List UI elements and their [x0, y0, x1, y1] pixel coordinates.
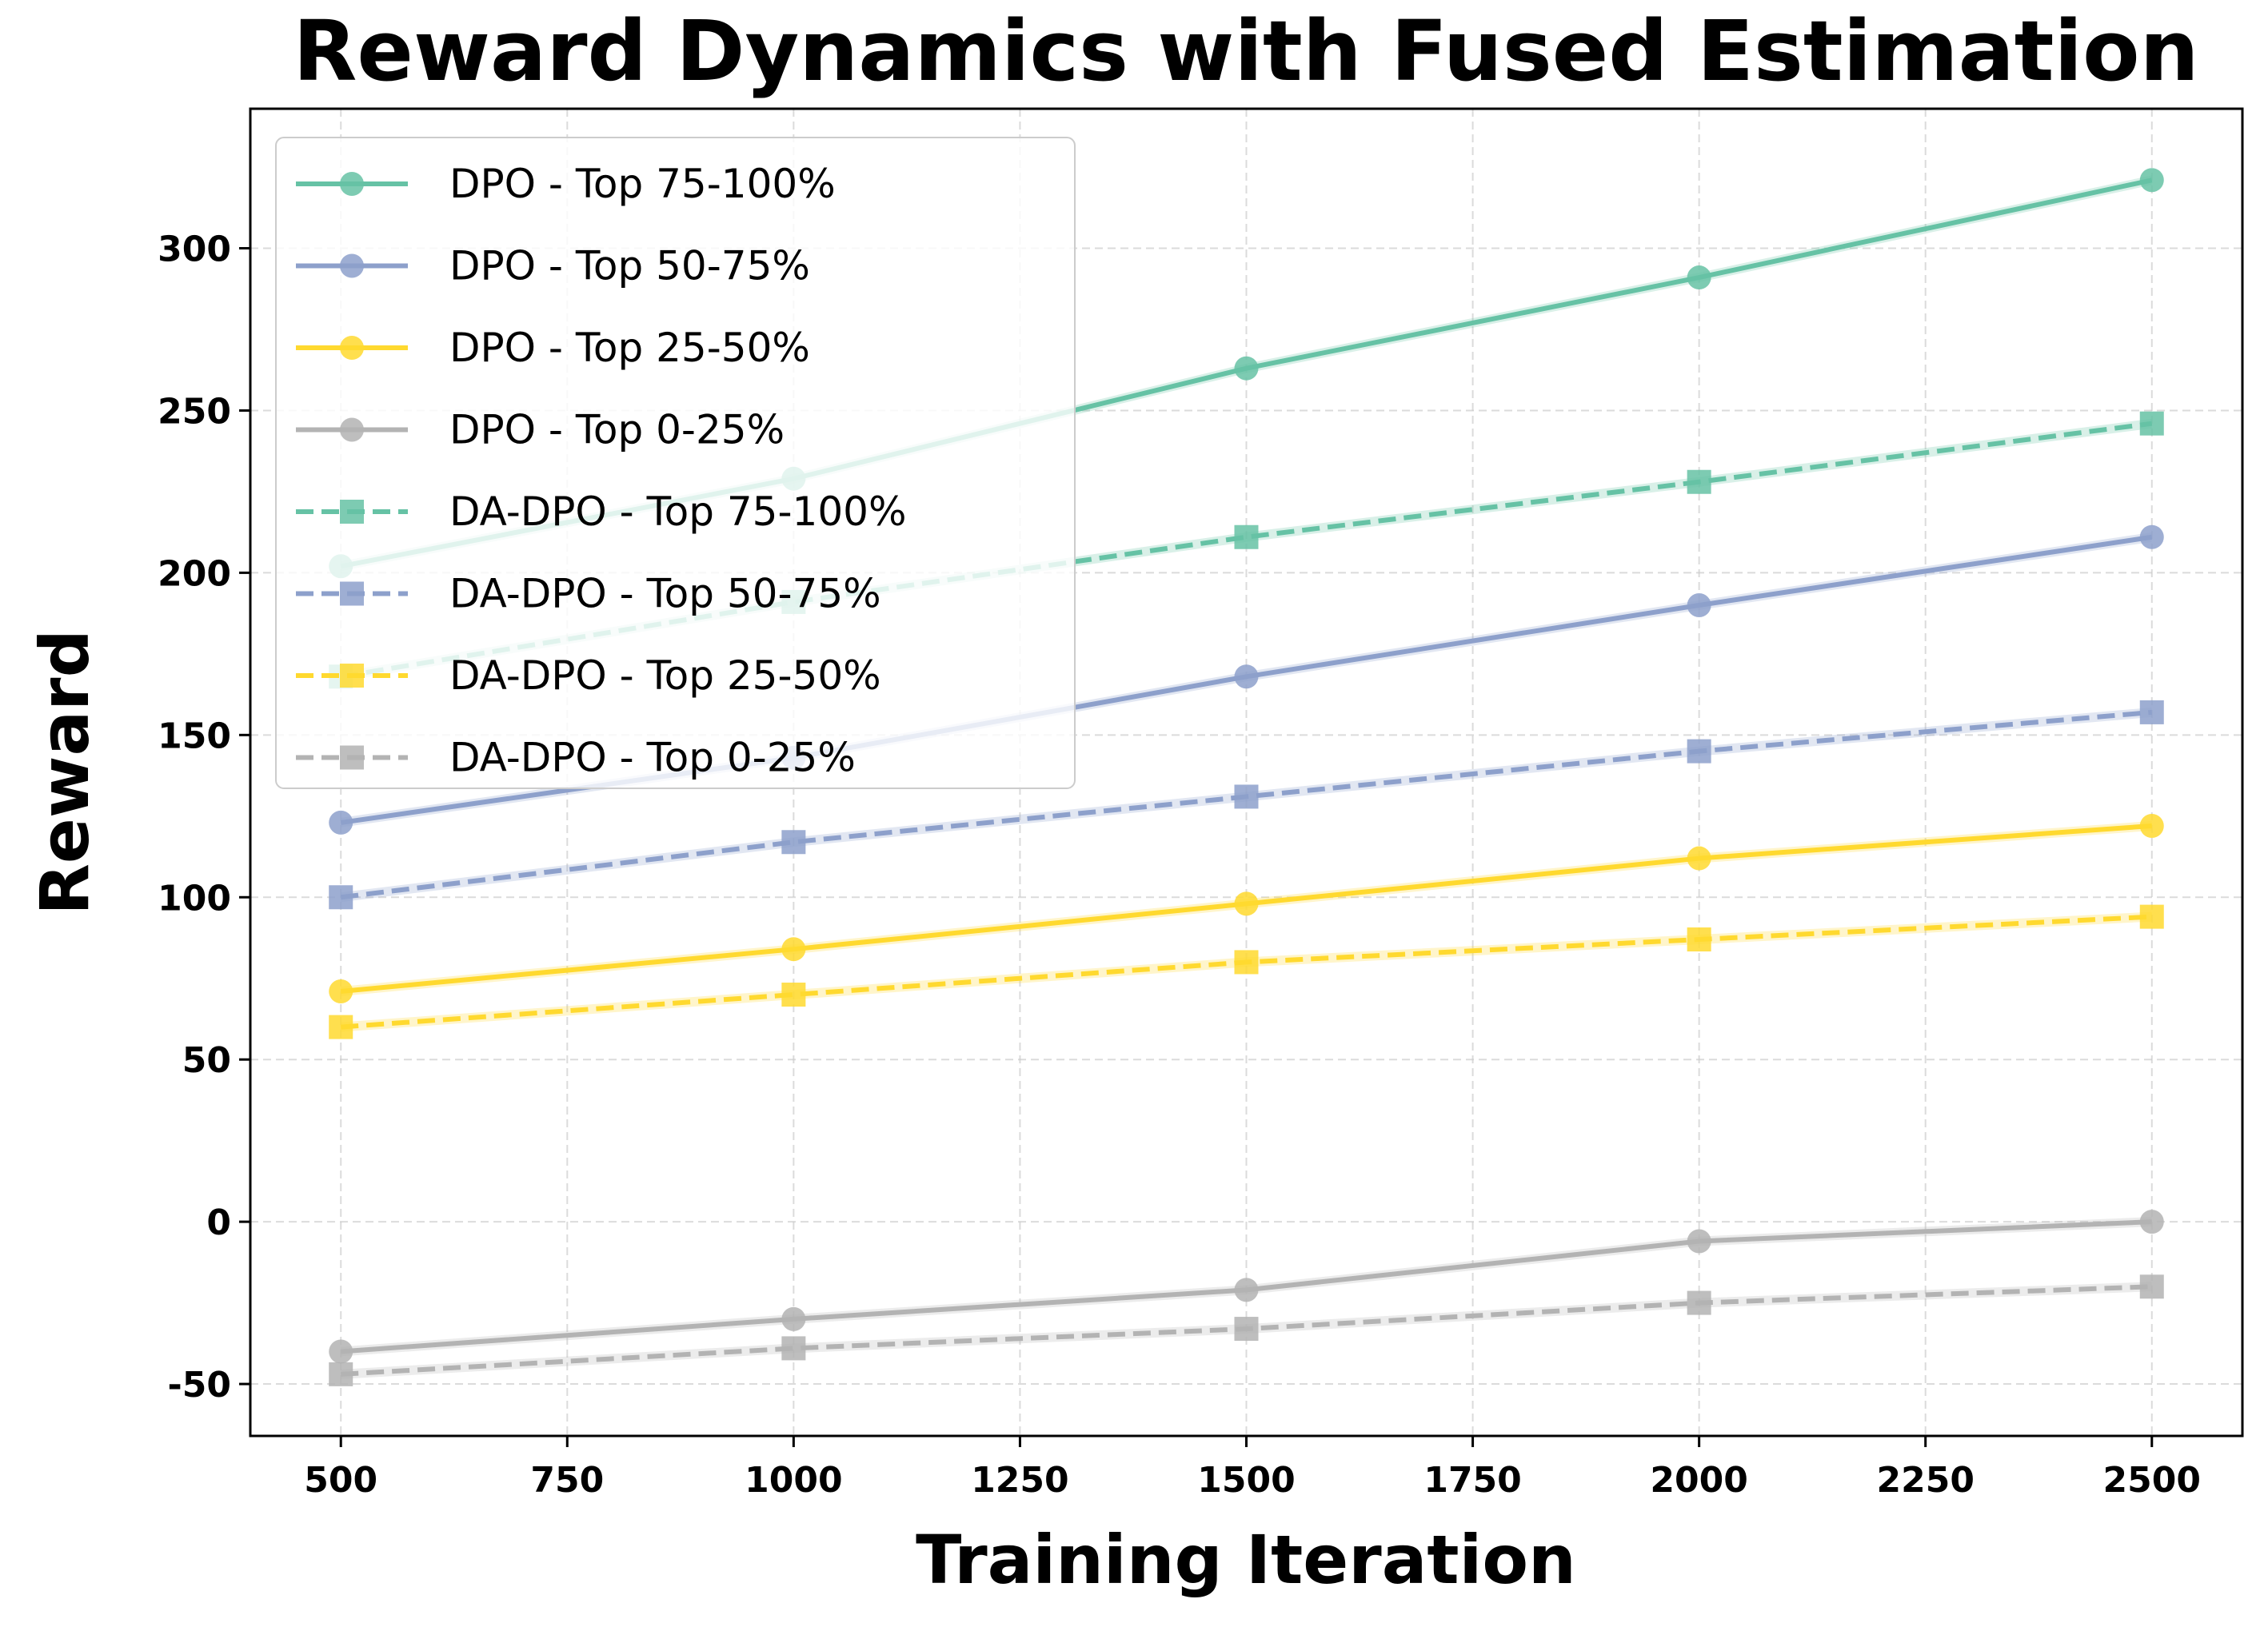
data-point [340, 172, 364, 196]
y-tick-label: 300 [158, 229, 231, 270]
data-point [1687, 927, 1711, 952]
data-point [1234, 784, 1259, 809]
data-point [2139, 904, 2164, 929]
data-point [1687, 265, 1711, 290]
y-tick-label: 100 [158, 878, 231, 919]
data-point [340, 581, 364, 606]
legend-label: DA-DPO - Top 75-100% [449, 488, 906, 535]
x-tick-label: 750 [530, 1460, 604, 1501]
data-point [329, 810, 353, 835]
data-point [2139, 1210, 2164, 1234]
data-point [2139, 168, 2164, 193]
y-axis-label: Reward [26, 629, 104, 915]
series-dpo-top-0-25- [329, 1210, 2164, 1364]
data-point [1687, 592, 1711, 617]
data-point [1234, 950, 1259, 975]
x-tick-label: 1250 [971, 1460, 1068, 1501]
y-tick-label: 150 [158, 716, 231, 756]
legend: DPO - Top 75-100% DPO - Top 50-75% DPO - T… [275, 137, 1076, 789]
data-point [2139, 411, 2164, 436]
data-point [781, 937, 806, 962]
data-point [1687, 739, 1711, 764]
legend-label: DA-DPO - Top 50-75% [449, 571, 881, 617]
x-tick-label: 2500 [2103, 1460, 2201, 1501]
data-point [1234, 664, 1259, 689]
data-point [340, 253, 364, 278]
x-tick-label: 1000 [745, 1460, 842, 1501]
legend-box [275, 137, 1076, 789]
y-tick-label: 0 [206, 1202, 231, 1243]
y-tick-label: 250 [158, 391, 231, 432]
legend-label: DPO - Top 0-25% [449, 407, 785, 453]
data-point [1687, 846, 1711, 871]
x-tick-label: 1750 [1423, 1460, 1521, 1501]
x-axis-label: Training Iteration [916, 1521, 1576, 1599]
data-point [2139, 700, 2164, 724]
data-point [1234, 524, 1259, 549]
x-tick-label: 1500 [1197, 1460, 1295, 1501]
data-point [781, 1306, 806, 1331]
data-point [329, 979, 353, 1003]
data-point [340, 417, 364, 442]
series-da-dpo-top-25-50- [329, 904, 2164, 1039]
data-point [340, 336, 364, 360]
data-point [329, 1339, 353, 1364]
data-point [781, 830, 806, 855]
data-point [1234, 1317, 1259, 1342]
data-point [329, 1015, 353, 1039]
series-dpo-top-25-50- [329, 813, 2164, 1003]
data-point [329, 1362, 353, 1386]
data-point [1234, 356, 1259, 381]
data-point [1234, 1278, 1259, 1302]
data-point [2139, 524, 2164, 549]
data-point [1687, 1229, 1711, 1254]
data-point [781, 983, 806, 1007]
data-point [329, 885, 353, 910]
legend-label: DA-DPO - Top 25-50% [449, 652, 881, 699]
data-point [2139, 1274, 2164, 1299]
x-tick-label: 2250 [1876, 1460, 1974, 1501]
ticks: 500 750 1000 1250 1500 1750 2000 2250 2500 -50 0 50… [158, 229, 2201, 1501]
data-point [2139, 813, 2164, 838]
data-point [340, 500, 364, 524]
data-point [340, 664, 364, 688]
data-point [1687, 1290, 1711, 1315]
chart-title: Reward Dynamics with Fused Estimation [293, 2, 2198, 100]
y-tick-label: -50 [168, 1365, 232, 1406]
legend-label: DPO - Top 75-100% [449, 161, 836, 207]
series-da-dpo-top-50-75- [329, 700, 2164, 910]
data-point [1234, 891, 1259, 916]
legend-label: DPO - Top 50-75% [449, 243, 810, 289]
y-tick-label: 50 [182, 1040, 231, 1081]
series-da-dpo-top-0-25- [329, 1274, 2164, 1386]
legend-label: DPO - Top 25-50% [449, 325, 810, 371]
x-tick-label: 2000 [1650, 1460, 1747, 1501]
series-line [340, 421, 2153, 680]
data-point [1687, 469, 1711, 494]
data-point [340, 745, 364, 770]
data-point [781, 1336, 806, 1361]
legend-label: DA-DPO - Top 0-25% [449, 735, 856, 781]
x-tick-label: 500 [304, 1460, 377, 1501]
y-tick-label: 200 [158, 553, 231, 594]
